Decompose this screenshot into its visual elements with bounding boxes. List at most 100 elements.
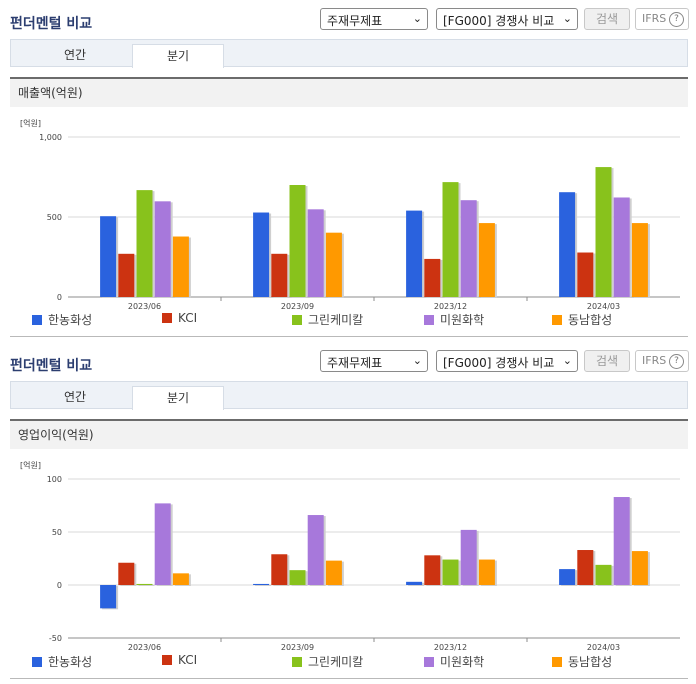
bar-2-1[interactable] [424, 258, 441, 297]
search-button[interactable]: 검색 [584, 8, 630, 30]
y-tick-label: 100 [47, 475, 62, 484]
divider [10, 678, 688, 679]
x-tick-label: 2023/09 [281, 302, 314, 311]
bar-3-1[interactable] [577, 550, 594, 585]
y-tick-label: 0 [57, 581, 62, 590]
legend-swatch [424, 657, 434, 667]
x-tick-label: 2023/09 [281, 643, 314, 652]
bar-0-4[interactable] [172, 236, 189, 297]
legend-item[interactable]: 그린케미칼 [292, 311, 363, 328]
bar-1-1[interactable] [271, 253, 288, 297]
bar-0-3[interactable] [154, 503, 171, 585]
bar-0-4[interactable] [172, 573, 189, 585]
bar-0-2[interactable] [136, 583, 153, 585]
legend-swatch [292, 315, 302, 325]
tab-annual[interactable]: 연간 [63, 48, 87, 62]
bar-shadow [255, 584, 272, 586]
compare-select[interactable]: [FG000] 경쟁사 비교 ⌄ [436, 350, 578, 372]
x-tick-label: 2024/03 [587, 643, 620, 652]
legend-item[interactable]: KCI [162, 653, 197, 667]
help-icon[interactable]: ? [669, 12, 684, 27]
bar-1-2[interactable] [289, 570, 306, 585]
legend-label: 한농화성 [48, 655, 93, 669]
statement-select[interactable]: 주재무제표 ⌄ [320, 350, 428, 372]
legend-item[interactable]: 한농화성 [32, 653, 92, 670]
bar-0-1[interactable] [118, 253, 135, 297]
period-tabs: 연간 분기 [10, 381, 688, 410]
bar-2-2[interactable] [442, 182, 459, 297]
bar-2-0[interactable] [406, 210, 423, 297]
tab-quarterly[interactable]: 분기 [132, 386, 224, 410]
bar-1-1[interactable] [271, 554, 288, 585]
bar-2-3[interactable] [460, 200, 477, 297]
panel-title: 펀더멘털 비교 [10, 16, 93, 32]
legend-item[interactable]: 미원화학 [424, 311, 484, 328]
bar-3-0[interactable] [559, 569, 576, 585]
bar-0-0[interactable] [100, 216, 117, 297]
bar-2-4[interactable] [478, 559, 495, 585]
y-tick-label: 500 [47, 213, 62, 222]
bar-1-0[interactable] [253, 583, 270, 585]
panel-title: 펀더멘털 비교 [10, 358, 93, 374]
bar-1-2[interactable] [289, 185, 306, 297]
bar-0-0[interactable] [100, 585, 117, 609]
bar-3-4[interactable] [631, 551, 648, 585]
legend-label: 미원화학 [440, 655, 485, 669]
search-button[interactable]: 검색 [584, 350, 630, 372]
legend-item[interactable]: 한농화성 [32, 311, 92, 328]
legend-item[interactable]: 동남합성 [552, 311, 612, 328]
bar-1-3[interactable] [307, 515, 324, 585]
ifrs-label: IFRS [642, 12, 667, 25]
y-tick-label: -50 [49, 634, 62, 643]
compare-select[interactable]: [FG000] 경쟁사 비교 ⌄ [436, 8, 578, 30]
bar-2-2[interactable] [442, 559, 459, 585]
legend-label: 미원화학 [440, 313, 485, 327]
bar-0-1[interactable] [118, 562, 135, 585]
statement-select-value: 주재무제표 [327, 14, 383, 28]
legend-label: 그린케미칼 [308, 655, 364, 669]
ifrs-button[interactable]: IFRS ? [635, 350, 689, 372]
bar-0-2[interactable] [136, 190, 153, 297]
bar-2-3[interactable] [460, 529, 477, 585]
bar-3-2[interactable] [595, 564, 612, 585]
tab-annual[interactable]: 연간 [63, 390, 87, 404]
bar-3-2[interactable] [595, 167, 612, 297]
ifrs-label: IFRS [642, 354, 667, 367]
bar-3-4[interactable] [631, 223, 648, 297]
legend-item[interactable]: 동남합성 [552, 653, 612, 670]
bar-3-3[interactable] [613, 197, 630, 297]
legend-item[interactable]: KCI [162, 311, 197, 325]
statement-select[interactable]: 주재무제표 ⌄ [320, 8, 428, 30]
bar-1-3[interactable] [307, 209, 324, 297]
bar-3-3[interactable] [613, 497, 630, 585]
legend-item[interactable]: 미원화학 [424, 653, 484, 670]
legend-swatch [32, 657, 42, 667]
bar-1-0[interactable] [253, 212, 270, 297]
y-unit-label: [억원] [20, 118, 41, 128]
bar-2-0[interactable] [406, 581, 423, 585]
bar-2-1[interactable] [424, 555, 441, 585]
bar-1-4[interactable] [325, 560, 342, 585]
legend-label: 한농화성 [48, 313, 93, 327]
bar-3-0[interactable] [559, 192, 576, 297]
legend-label: 그린케미칼 [308, 313, 364, 327]
x-tick-label: 2023/06 [128, 643, 161, 652]
chevron-down-icon: ⌄ [412, 12, 422, 25]
x-tick-label: 2023/12 [434, 302, 467, 311]
legend-swatch [552, 315, 562, 325]
ifrs-button[interactable]: IFRS ? [635, 8, 689, 30]
tab-quarterly[interactable]: 분기 [132, 44, 224, 68]
bar-2-4[interactable] [478, 223, 495, 297]
chart-legend: 한농화성 KCI 그린케미칼 미원화학 동남합성 [0, 653, 696, 671]
bar-1-4[interactable] [325, 232, 342, 297]
help-icon[interactable]: ? [669, 354, 684, 369]
legend-swatch [292, 657, 302, 667]
chevron-down-icon: ⌄ [562, 12, 572, 25]
bar-0-3[interactable] [154, 201, 171, 297]
legend-label: KCI [178, 311, 198, 325]
bar-3-1[interactable] [577, 252, 594, 297]
operating-profit-bar-chart: [억원] -50 0 50 100 2023/06 2023/09 2023/12 2024/0… [20, 460, 680, 652]
y-tick-label: 0 [57, 293, 62, 302]
period-tabs: 연간 분기 [10, 39, 688, 68]
legend-item[interactable]: 그린케미칼 [292, 653, 363, 670]
